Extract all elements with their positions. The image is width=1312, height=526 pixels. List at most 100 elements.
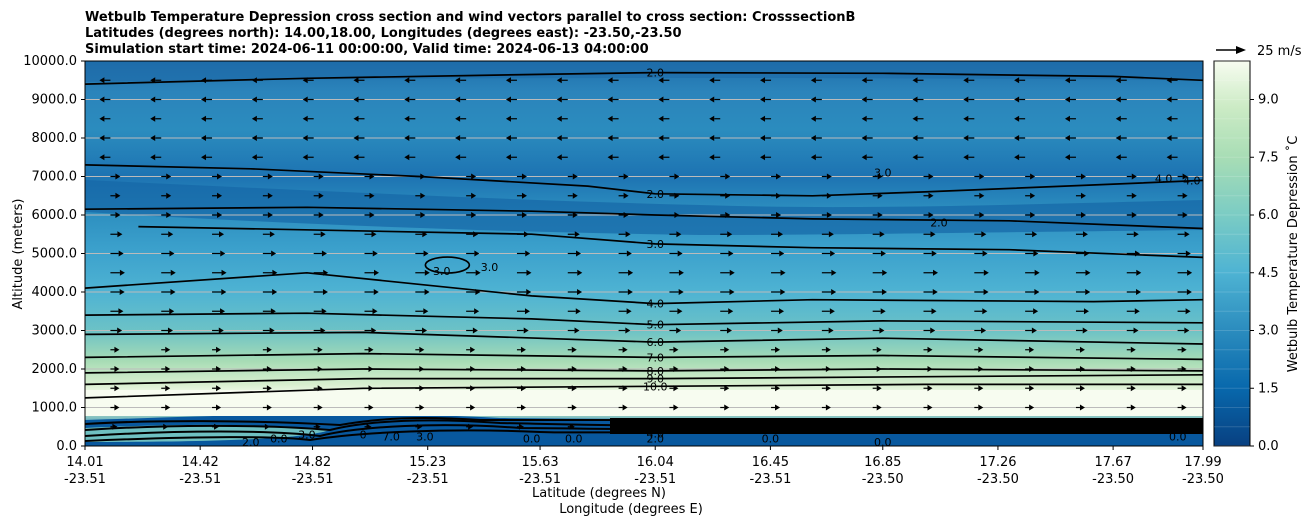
wind-arrow-head [1136,269,1142,276]
wind-arrow-head [1133,327,1139,334]
wind-arrow-head [676,327,682,334]
y-tick-label: 2000.0 [32,362,78,377]
wind-arrow-head [709,135,715,141]
wind-arrow-head [912,135,918,141]
wind-arrow-head [676,231,682,238]
wind-arrow-head [1033,250,1039,257]
contour-label: 2.0 [646,432,664,445]
wind-arrow-head [983,289,989,295]
wind-arrow-head [572,212,578,218]
wind-arrow-head [404,154,410,161]
x-axis-label-lat: Latitude (degrees N) [532,486,666,501]
wind-arrow-head [928,192,934,199]
wind-arrow-head [1083,308,1089,315]
wind-arrow-head [879,327,885,334]
wind-arrow-head [933,269,938,276]
colorbar-ticks: 0.0 1.5 3.0 4.5 6.0 7.5 9.0 [1250,93,1279,454]
wind-arrow-head [115,212,121,218]
wind-arrow-head [1064,154,1070,161]
wind-arrow-head [220,250,226,257]
wind-arrow-head [571,404,577,411]
wind-arrow-head [1182,212,1188,218]
wind-arrow-head [251,115,257,122]
wind-arrow-head [724,404,730,411]
quiver-key-arrow-head [1236,46,1246,54]
wind-arrow-head [117,231,123,238]
contour-line-4.0 [85,271,1203,305]
wind-arrow-head [1166,96,1172,103]
wind-arrow-head [677,308,683,315]
wind-arrow-head [912,96,918,103]
contour-label: 0.0 [565,432,583,445]
wind-arrow-head [353,135,359,141]
wind-arrow-head [115,192,121,199]
wind-arrow-head [1079,346,1085,353]
wind-arrow-head [780,269,786,276]
wind-arrow-head [931,308,937,315]
quiver-key-label: 25 m/s [1257,44,1302,59]
surface-contours [85,416,1203,442]
wind-arrow-head [775,404,781,411]
wind-arrow-head [315,423,321,430]
wind-arrow-head [963,154,969,161]
wind-arrow-head [930,327,936,334]
colorbar-bands [1214,60,1250,447]
wind-arrow-head [521,173,527,180]
wind-arrow-head [99,96,105,103]
wind-arrow-head [526,269,532,276]
wind-arrow-head [979,173,985,180]
wind-arrow-head [623,192,629,199]
wind-arrow-head [979,212,985,218]
wind-arrow-head [1130,346,1136,353]
y-axis: 0.0 1000.0 2000.0 3000.0 4000.0 5000.0 6000.0 7… [23,54,85,454]
wind-arrow-head [420,192,426,199]
wind-arrow-head [117,327,123,334]
wind-arrow-head [169,308,175,315]
wind-arrow-head [221,269,227,276]
wind-arrow-head [607,135,613,141]
wind-arrow-head [505,77,511,84]
wind-arrow-head [1079,366,1085,372]
wind-arrow-head [724,385,730,392]
wind-arrow-head [99,115,105,122]
wind-arrow-head [1134,308,1140,315]
wind-arrow-head [521,192,527,199]
wind-arrow-head [760,77,766,84]
wind-arrow-head [963,77,969,84]
contour-label: 3.0 [646,238,664,251]
wind-arrow-head [1079,404,1085,411]
x-tick-label-lon: -23.50 [862,472,904,487]
wind-arrow-head [620,423,626,430]
title-line-3: Simulation start time: 2024-06-11 00:00:… [85,42,649,57]
x-tick-label-lat: 17.99 [1184,455,1221,470]
wind-arrow-head [318,212,324,218]
wind-arrow-head [455,77,461,84]
wind-arrow-head [628,269,634,276]
wind-arrow-head [1184,231,1190,238]
contour-label: 9.0 [646,373,664,386]
wind-arrow-head [1166,115,1172,122]
wind-arrow-head [678,289,684,295]
wind-arrow-head [810,115,816,122]
wind-arrow-head [272,289,278,295]
wind-arrow-head [368,385,374,392]
wind-arrow-head [981,327,987,334]
wind-arrow-head [266,346,272,353]
wind-arrow-head [1033,308,1039,315]
wind-arrow-head [221,289,227,295]
wind-arrow-head [419,366,425,372]
wind-arrow-head [1181,404,1187,411]
wind-arrow-head [1082,327,1088,334]
wind-vectors [99,77,1193,430]
wind-arrow-head [876,385,882,392]
wind-arrow-head [1085,289,1091,295]
x-tick-label-lon: -23.50 [1092,472,1134,487]
wind-arrow-head [165,346,171,353]
wind-arrow-head [201,115,207,122]
wind-arrow-head [877,212,883,218]
wind-arrow-head [1181,366,1187,372]
wind-arrow-head [423,250,429,257]
wind-arrow-head [150,96,156,103]
wind-arrow-head [302,115,308,122]
contour-label: 0.0 [762,432,780,445]
